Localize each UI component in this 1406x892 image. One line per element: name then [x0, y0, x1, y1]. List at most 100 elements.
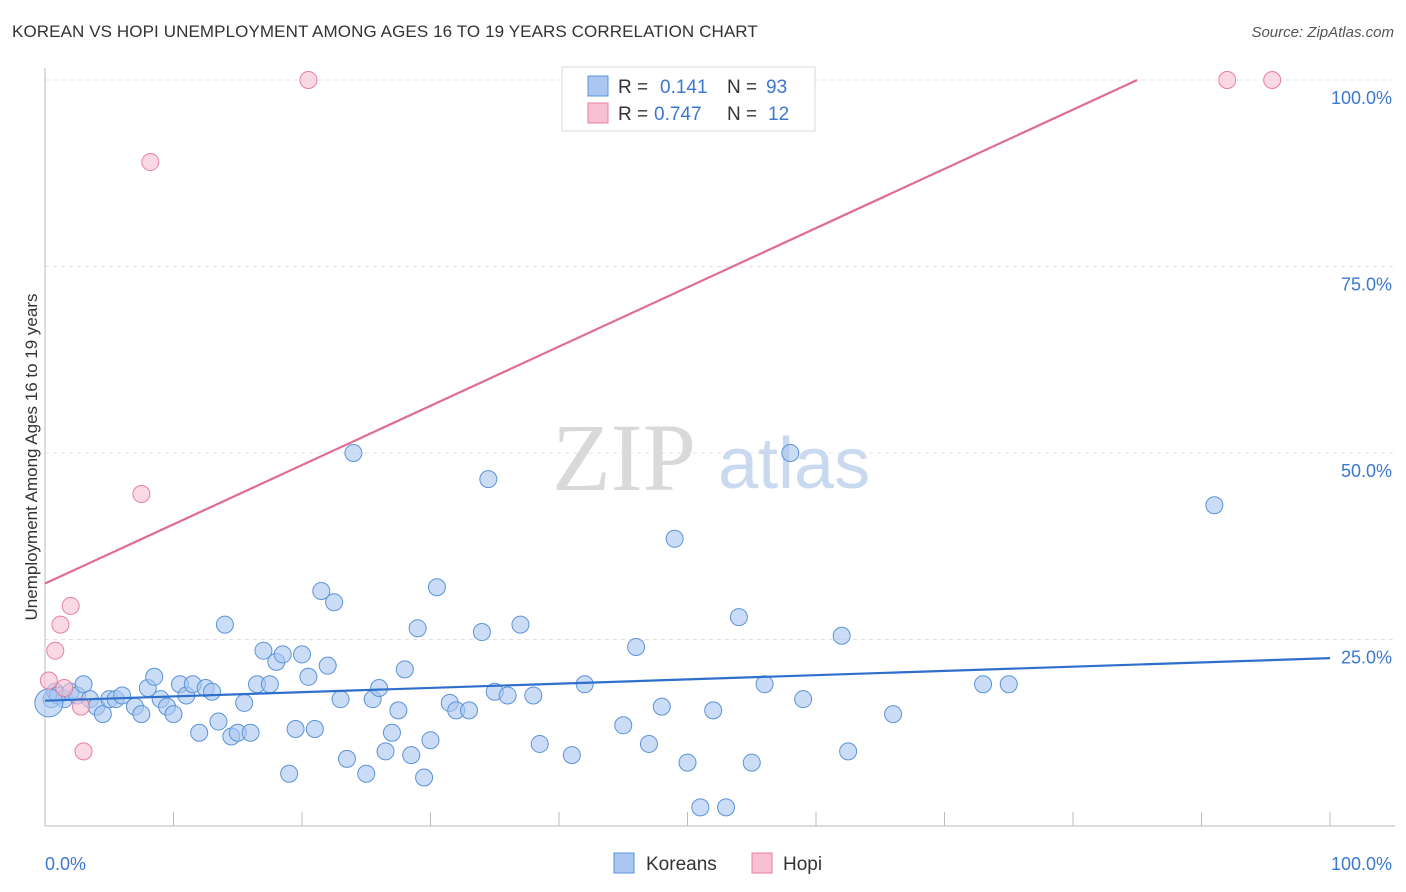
correlation-legend: R = 0.141 N = 93 R = 0.747 N = 12 [561, 66, 816, 132]
grid-lines [45, 79, 1395, 640]
korean-point [498, 686, 517, 705]
korean-point [325, 593, 344, 612]
korean-point [344, 444, 363, 462]
watermark: ZIP atlas [552, 404, 870, 511]
korean-point [215, 615, 234, 634]
korean-point [74, 675, 93, 694]
korean-point [742, 753, 761, 772]
korean-point [479, 470, 498, 489]
korean-point [1205, 496, 1224, 515]
korean-point [235, 693, 254, 712]
tick-labels: 25.0% 50.0% 75.0% 100.0% 0.0% 100.0% [45, 88, 1392, 874]
watermark-zip: ZIP [552, 404, 696, 511]
korean-point [389, 701, 408, 720]
korean-point [93, 705, 112, 724]
korean-point [190, 723, 209, 742]
korean-point [280, 764, 299, 783]
hopi-point [299, 71, 318, 89]
korean-point [132, 705, 151, 724]
hopi-point [74, 742, 93, 761]
x-tick-label: 0.0% [45, 854, 86, 874]
series-legend: Koreans Hopi [613, 852, 822, 875]
hopi-point [51, 615, 70, 634]
legend-r-value-hopi: 0.747 [654, 104, 702, 125]
korean-point [286, 720, 305, 739]
legend-n-value-hopi: 12 [768, 104, 789, 125]
bottom-legend-label-koreans: Koreans [646, 854, 717, 875]
korean-point [427, 578, 446, 597]
korean-point [254, 641, 273, 660]
hopi-trendline [44, 79, 1138, 585]
korean-point [337, 749, 356, 768]
korean-point [312, 582, 331, 601]
korean-point [627, 637, 646, 656]
korean-point [691, 798, 710, 817]
korean-point [241, 723, 260, 742]
legend-n-value-koreans: 93 [766, 77, 787, 98]
korean-point [794, 690, 813, 709]
chart-title: KOREAN VS HOPI UNEMPLOYMENT AMONG AGES 1… [12, 22, 758, 41]
korean-point [781, 444, 800, 462]
hopi-point [132, 485, 151, 504]
korean-point [299, 667, 318, 686]
korean-point [164, 705, 183, 724]
y-tick-label: 50.0% [1341, 461, 1392, 481]
korean-point [408, 619, 427, 638]
korean-point [524, 686, 543, 705]
korean-point [421, 731, 440, 750]
korean-point [145, 667, 164, 686]
korean-point [305, 720, 324, 739]
korean-point [113, 686, 132, 705]
korean-point [755, 675, 774, 694]
korean-point [562, 746, 581, 765]
korean-point [376, 742, 395, 761]
source-label: Source: ZipAtlas.com [1251, 24, 1394, 41]
korean-point [357, 764, 376, 783]
korean-point [717, 798, 736, 817]
korean-point [729, 608, 748, 627]
hopi-point [61, 596, 80, 615]
x-tick-label: 100.0% [1331, 854, 1392, 874]
y-axis-label: Unemployment Among Ages 16 to 19 years [22, 294, 41, 621]
korean-point [402, 746, 421, 765]
korean-point [415, 768, 434, 787]
hopi-point [141, 153, 160, 172]
korean-point [331, 690, 350, 709]
korean-point [665, 529, 684, 548]
legend-swatch-hopi [587, 102, 609, 124]
korean-point [460, 701, 479, 720]
korean-point [472, 623, 491, 642]
legend-r-label-hopi: R = [618, 104, 648, 125]
korean-point [273, 645, 292, 664]
legend-n-label-koreans: N = [727, 77, 757, 98]
hopi-point [55, 678, 74, 697]
korean-point [260, 675, 279, 694]
legend-r-value-koreans: 0.141 [660, 77, 708, 98]
korean-point [511, 615, 530, 634]
hopi-point [1218, 71, 1237, 89]
korean-point [884, 705, 903, 724]
korean-point [614, 716, 633, 735]
bottom-legend-swatch-hopi [751, 852, 773, 874]
korean-trendline [44, 657, 1331, 702]
legend-r-label-koreans: R = [618, 77, 648, 98]
korean-point [999, 675, 1018, 694]
korean-point [395, 660, 414, 679]
korean-point [704, 701, 723, 720]
korean-point [370, 678, 389, 697]
hopi-point [39, 671, 58, 690]
hopi-point [71, 697, 90, 716]
korean-point [530, 734, 549, 753]
korean-point [382, 723, 401, 742]
korean-point [203, 682, 222, 701]
korean-point [839, 742, 858, 761]
data-points [34, 71, 1282, 817]
y-tick-label: 100.0% [1331, 88, 1392, 108]
watermark-atlas: atlas [718, 424, 870, 504]
trend-lines [44, 79, 1331, 702]
bottom-legend-swatch-koreans [613, 852, 635, 874]
bottom-legend-label-hopi: Hopi [783, 854, 822, 875]
hopi-point [1263, 71, 1282, 89]
korean-point [575, 675, 594, 694]
